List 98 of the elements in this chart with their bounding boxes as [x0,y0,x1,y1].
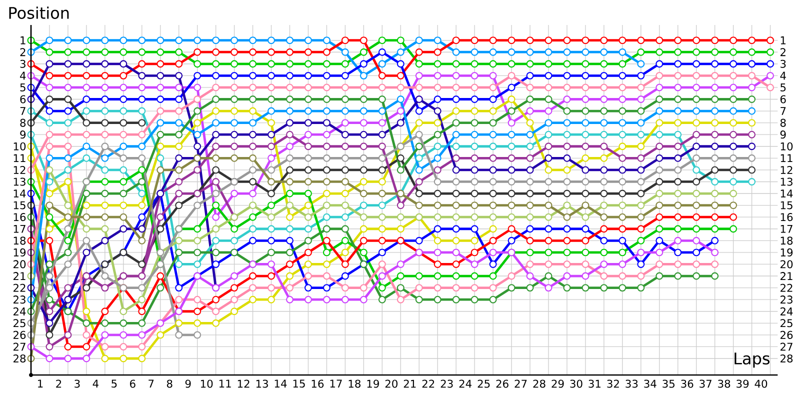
y-tick-label: 22 [13,284,26,292]
x-tick-label: 16 [312,380,324,388]
y2-tick-label: 9 [780,130,786,139]
y2-tick-label: 24 [780,307,793,316]
y-tick-label: 12 [14,166,26,174]
x-tick-label: 6 [130,380,136,388]
y-tick-label: 6 [20,95,26,104]
y2-tick-label: 26 [780,330,793,339]
y-tick-label: 28 [13,354,26,363]
y-tick-label: 26 [13,330,26,339]
y2-tick-label: 14 [780,190,793,198]
y-tick-label: 9 [20,130,26,139]
y2-tick-label: 11 [780,154,792,162]
x-tick-label: 15 [293,380,305,388]
x-tick-label: 9 [185,380,191,388]
y2-tick-label: 28 [780,354,793,363]
y-tick-label: 7 [20,107,26,115]
y-tick-label: 3 [20,60,26,68]
y-tick-label: 20 [13,260,26,268]
y2-tick-label: 6 [780,95,786,104]
x-tick-label: 30 [570,380,582,388]
y-tick-label: 16 [14,213,26,222]
x-tick-label: 28 [533,380,546,388]
x-tick-label: 39 [736,380,749,388]
y-tick-label: 8 [20,118,26,127]
y2-tick-label: 1 [780,36,786,44]
y2-tick-label: 22 [780,284,792,292]
x-tick-label: 24 [459,380,472,388]
x-tick-label: 18 [348,380,360,388]
x-tick-label: 27 [514,380,527,388]
x-tick-label: 34 [644,380,656,388]
y2-tick-label: 2 [780,48,786,56]
y2-tick-label: 19 [780,248,793,256]
y2-tick-label: 15 [780,201,792,210]
x-tick-label: 35 [662,380,674,388]
x-tick-label: 38 [718,380,730,388]
y-tick-label: 1 [20,36,26,44]
x-tick-label: 37 [700,380,712,388]
y-tick-label: 19 [14,248,26,256]
x-tick-label: 14 [274,380,287,388]
x-tick-label: 19 [367,380,379,388]
x-tick-label: 40 [754,380,768,388]
y-tick-label: 5 [20,83,26,92]
y2-tick-label: 17 [780,224,792,233]
y2-tick-label: 18 [780,236,793,245]
y2-tick-label: 7 [780,107,786,115]
y-tick-label: 13 [14,178,26,186]
x-tick-label: 25 [478,380,490,388]
x-tick-label: 26 [496,380,508,388]
x-tick-label: 12 [238,380,250,388]
y2-tick-label: 16 [780,213,793,222]
x-tick-label: 10 [200,380,213,388]
x-tick-label: 21 [404,380,416,388]
x-tick-label: 13 [256,380,268,388]
x-tick-label: 36 [681,380,694,388]
y2-tick-label: 20 [780,260,793,268]
y-tick-label: 18 [14,236,26,245]
x-tick-label: 31 [588,380,600,388]
x-tick-label: 4 [92,380,98,388]
x-tick-label: 3 [74,380,80,388]
y2-tick-label: 8 [780,118,786,127]
x-tick-label: 7 [148,380,154,388]
x-tick-label: 8 [166,380,172,388]
y-tick-label: 21 [13,272,26,280]
y-tick-label: 14 [14,190,26,198]
y-tick-label: 25 [13,319,26,328]
y2-tick-label: 27 [780,342,792,351]
y2-tick-label: 23 [780,296,792,304]
x-tick-label: 5 [112,380,117,388]
y2-tick-label: 3 [780,60,786,68]
y2-tick-label: 13 [780,178,792,186]
x-tick-label: 33 [626,380,638,388]
y2-tick-label: 4 [780,72,786,80]
x-tick-label: 32 [607,380,619,388]
y-tick-label: 27 [13,342,26,351]
y2-tick-label: 21 [780,272,792,280]
x-tick-label: 2 [56,380,62,388]
x-tick-label: 22 [422,380,434,388]
y-tick-label: 4 [20,72,26,80]
x-tick-label: 23 [440,380,453,388]
y-tick-label: 15 [14,201,26,210]
y-axis-title: Position [9,6,69,19]
y-tick-label: 23 [13,296,26,304]
y-tick-label: 2 [20,48,26,56]
y-tick-label: 24 [13,307,26,316]
y2-tick-label: 12 [780,166,792,174]
y-tick-label: 10 [14,142,26,150]
x-tick-label: 20 [385,380,398,388]
x-tick-label: 29 [552,380,564,388]
y-tick-label: 11 [14,154,26,162]
y2-tick-label: 10 [780,142,793,150]
x-tick-label: 17 [330,380,342,388]
x-tick-label: 11 [219,380,231,388]
y2-tick-label: 25 [780,319,792,328]
y-tick-label: 17 [14,224,26,233]
x-tick-label: 1 [38,380,43,388]
x-axis-title: Laps [734,352,770,368]
y2-tick-label: 5 [780,83,786,92]
